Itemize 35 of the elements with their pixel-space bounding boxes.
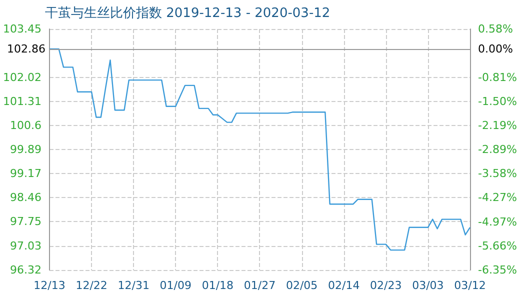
y-tick-label: 96.32 — [10, 264, 42, 276]
line-series — [48, 48, 471, 251]
y-tick-label: 98.46 — [10, 191, 42, 204]
y2-tick-label: 0.58% — [478, 22, 513, 36]
y-tick-label: 97.75 — [10, 215, 42, 228]
y-tick-label: 99.17 — [10, 167, 42, 180]
x-tick-label: 12/31 — [118, 279, 150, 292]
ref-line-label: 102.86 — [6, 42, 46, 56]
y-tick-label: 101.31 — [2, 94, 42, 108]
x-tick-label: 12/13 — [34, 279, 66, 292]
x-tick-label: 12/22 — [76, 279, 108, 292]
x-tick-label: 01/27 — [244, 279, 276, 292]
x-tick-label: 02/23 — [370, 279, 402, 292]
y2-tick-label: -1.50% — [478, 94, 517, 108]
y2-tick-label: -3.58% — [478, 167, 517, 180]
y2-tick-label: -2.89% — [478, 143, 517, 156]
x-tick-label: 01/18 — [202, 279, 234, 292]
x-tick-label: 02/14 — [328, 279, 360, 292]
chart-title: 干茧与生丝比价指数 2019-12-13 - 2020-03-12 — [45, 6, 330, 21]
y2-tick-label: -0.81% — [478, 70, 517, 84]
x-tick-label: 03/03 — [412, 279, 444, 292]
y-tick-label: 100.6 — [10, 118, 42, 132]
x-tick-label: 03/12 — [454, 279, 486, 292]
y2-tick-label: 0.00% — [478, 42, 513, 56]
y2-tick-label: -6.35% — [478, 264, 517, 276]
y-tick-label: 103.45 — [2, 22, 42, 36]
x-tick-label: 02/05 — [286, 279, 318, 292]
y-tick-label: 102.02 — [2, 70, 42, 84]
y2-tick-label: -2.19% — [478, 118, 517, 132]
y2-tick-label: -5.66% — [478, 240, 517, 253]
y2-tick-label: -4.27% — [478, 191, 517, 204]
y2-tick-label: -4.97% — [478, 216, 517, 229]
y-tick-label: 97.03 — [10, 240, 42, 252]
x-tick-label: 01/09 — [160, 279, 192, 292]
y-tick-label: 99.89 — [10, 142, 42, 156]
